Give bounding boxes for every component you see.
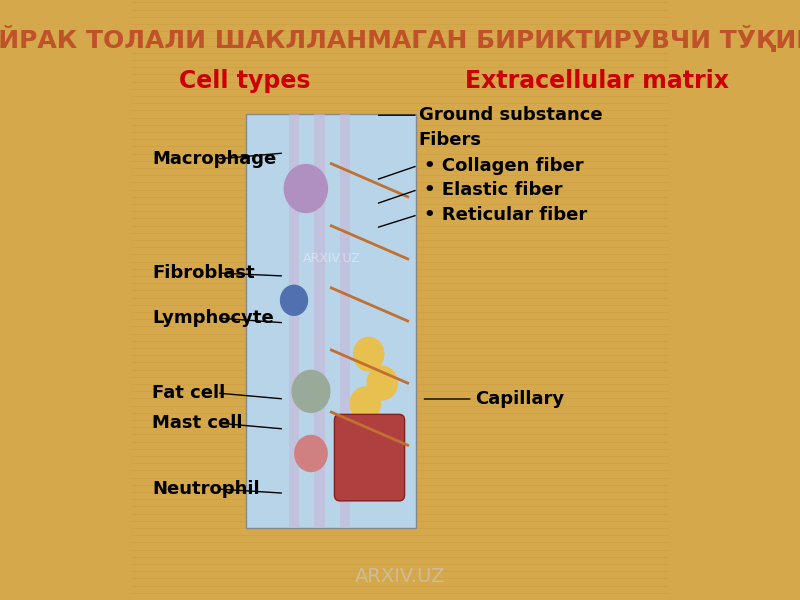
Text: Macrophage: Macrophage bbox=[152, 150, 277, 168]
Text: Lymphocyte: Lymphocyte bbox=[152, 309, 274, 327]
Circle shape bbox=[350, 387, 380, 421]
Text: • Reticular fiber: • Reticular fiber bbox=[424, 206, 587, 224]
Circle shape bbox=[367, 366, 398, 400]
Text: Cell types: Cell types bbox=[179, 69, 310, 93]
Text: • Elastic fiber: • Elastic fiber bbox=[424, 181, 562, 199]
Bar bbox=[340, 114, 350, 528]
Text: Capillary: Capillary bbox=[475, 390, 565, 408]
Text: Neutrophil: Neutrophil bbox=[152, 480, 260, 498]
Text: Mast cell: Mast cell bbox=[152, 414, 242, 432]
Circle shape bbox=[295, 436, 327, 472]
Circle shape bbox=[354, 337, 384, 371]
Bar bbox=[314, 114, 325, 528]
Text: Extracellular matrix: Extracellular matrix bbox=[465, 69, 729, 93]
Text: Ground substance: Ground substance bbox=[419, 106, 602, 124]
Circle shape bbox=[284, 164, 327, 212]
Text: СИЙРАК ТОЛАЛИ ШАКЛЛАНМАГАН БИРИКТИРУВЧИ ТЎҚИМА: СИЙРАК ТОЛАЛИ ШАКЛЛАНМАГАН БИРИКТИРУВЧИ … bbox=[0, 25, 800, 52]
Text: ARXIV.UZ: ARXIV.UZ bbox=[355, 566, 445, 586]
Text: • Collagen fiber: • Collagen fiber bbox=[424, 157, 584, 175]
Circle shape bbox=[292, 370, 330, 412]
Text: Fat cell: Fat cell bbox=[152, 384, 226, 402]
FancyBboxPatch shape bbox=[246, 114, 416, 528]
Text: ARXIV.UZ: ARXIV.UZ bbox=[302, 253, 360, 265]
FancyBboxPatch shape bbox=[334, 415, 405, 501]
Text: Fibroblast: Fibroblast bbox=[152, 264, 255, 282]
Text: Fibers: Fibers bbox=[419, 131, 482, 149]
Bar bbox=[289, 114, 299, 528]
Circle shape bbox=[281, 286, 307, 316]
